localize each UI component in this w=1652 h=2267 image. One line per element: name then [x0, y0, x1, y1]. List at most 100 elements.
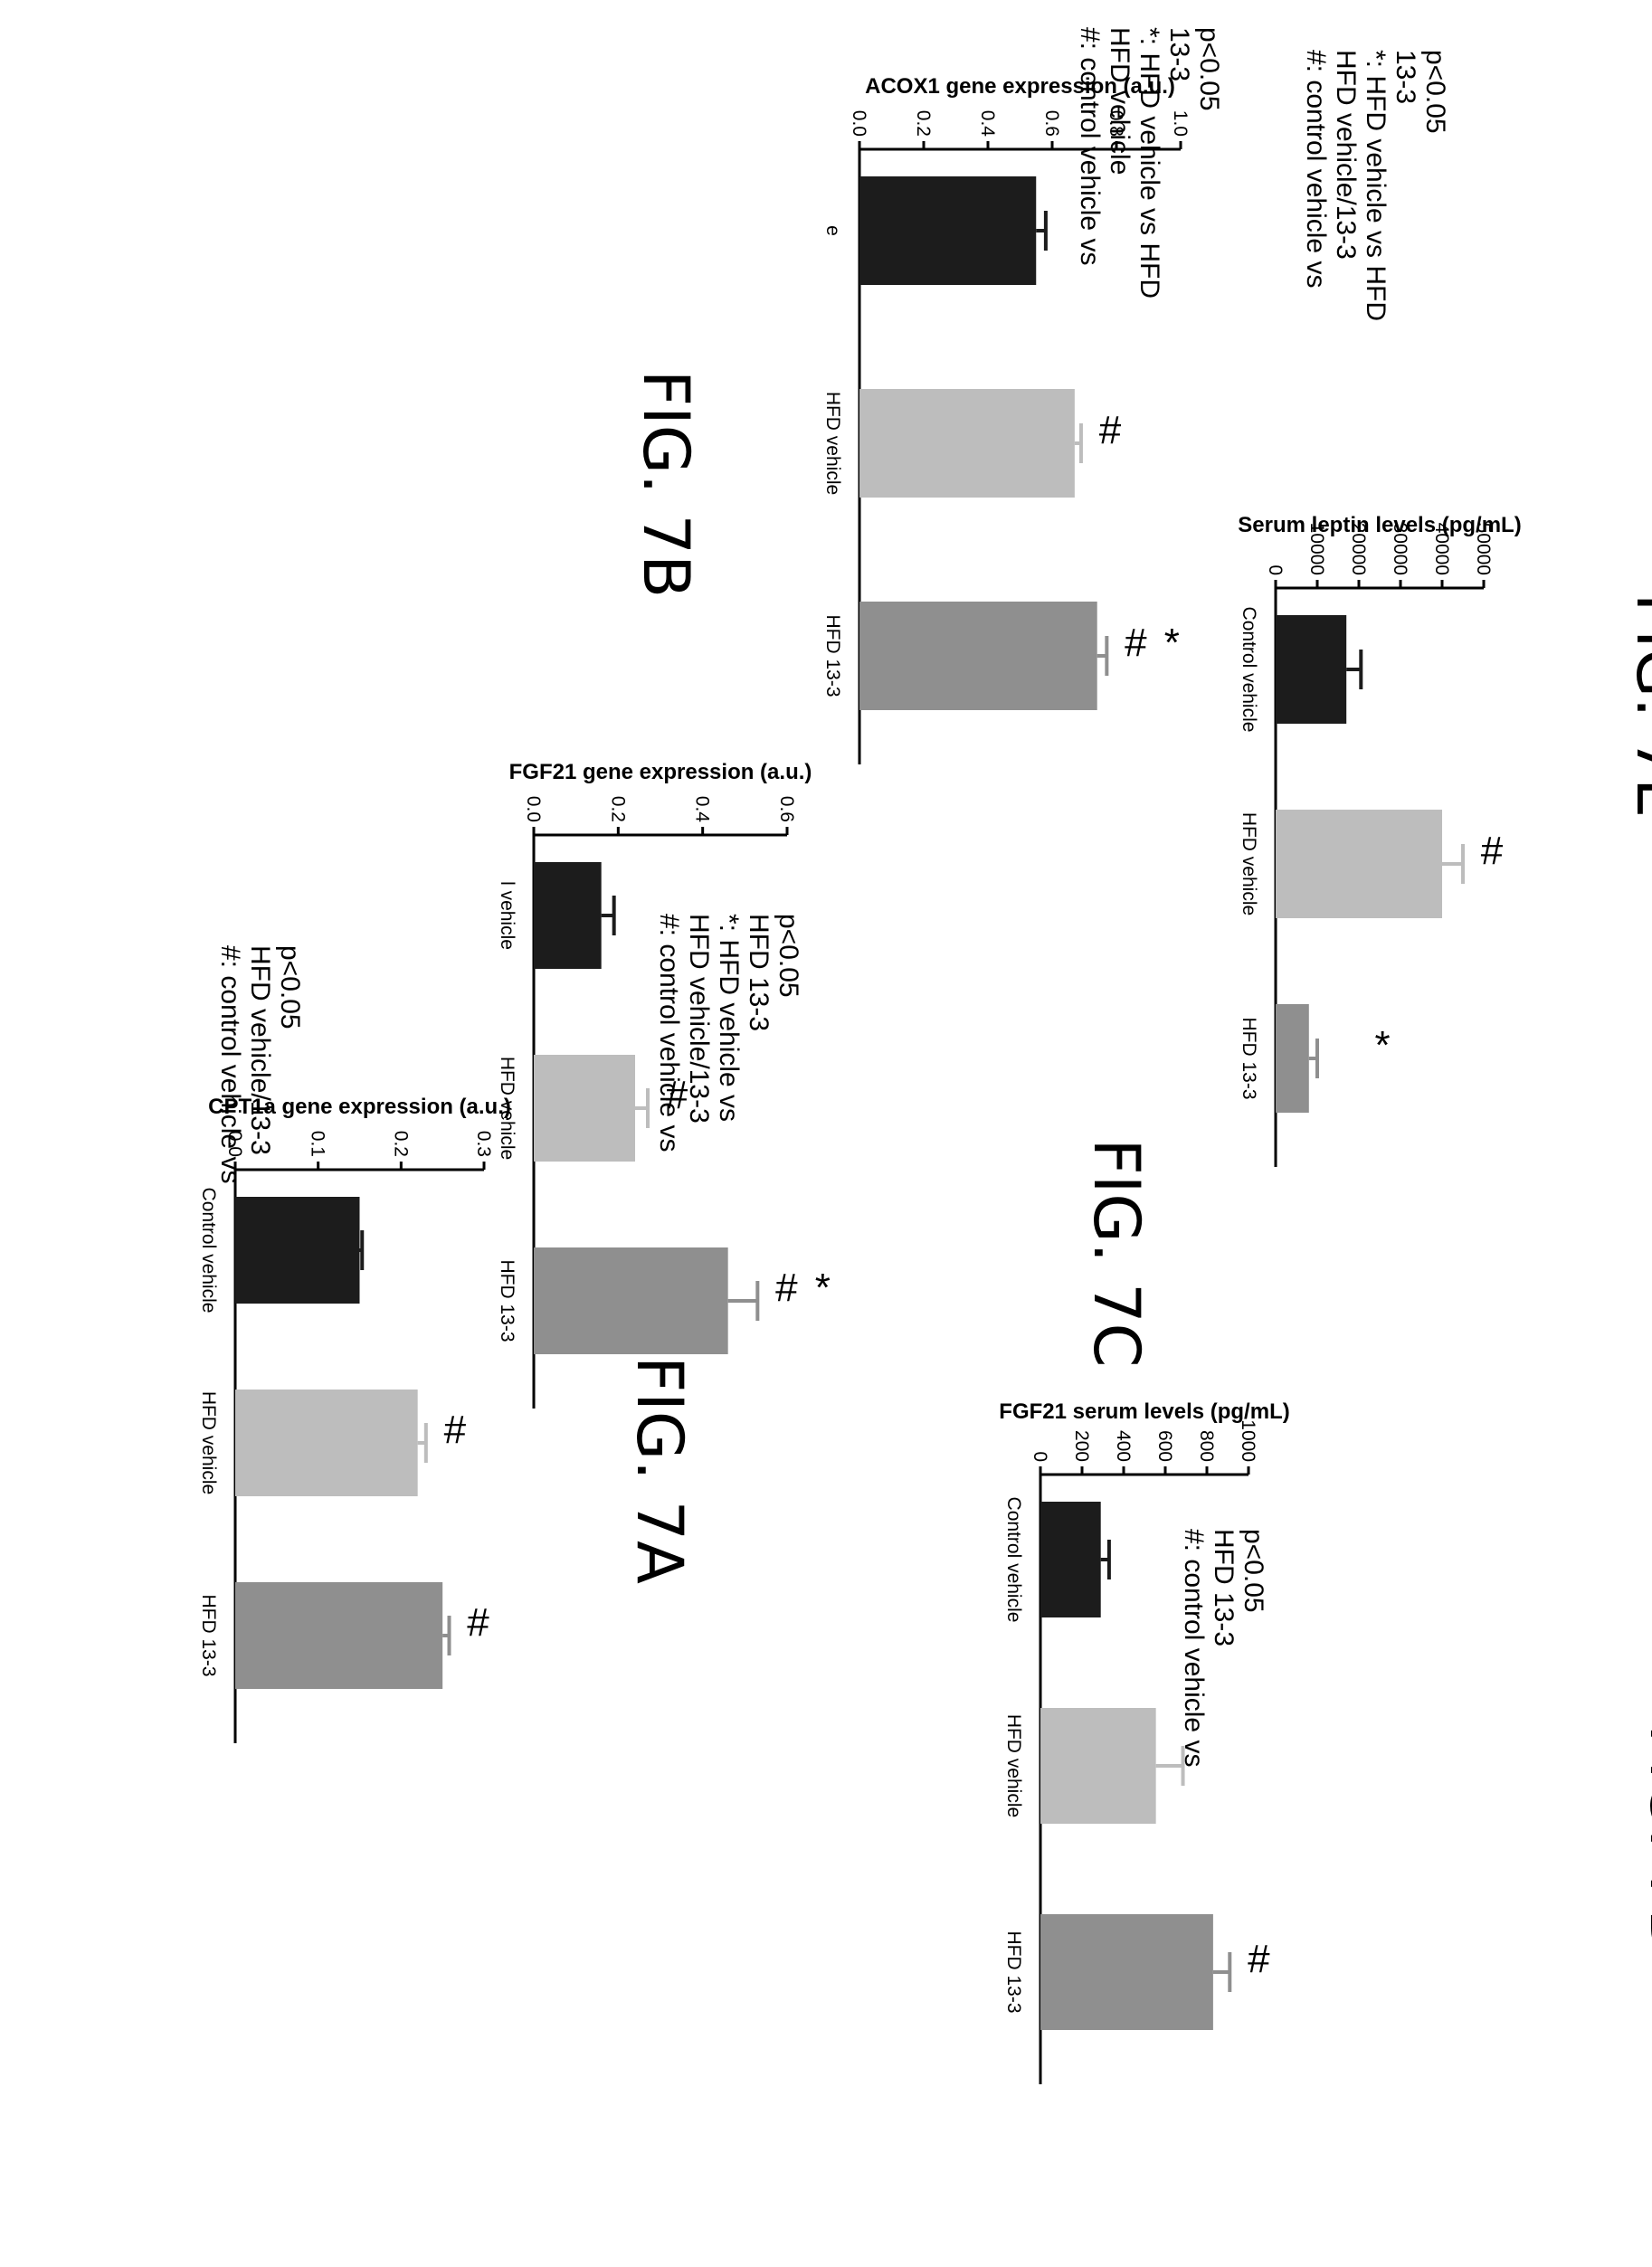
annotation-7a: #: control vehicle vs HFD vehicle/13-3 p<0…: [215, 945, 305, 1183]
y-tick-label: 200: [1071, 1430, 1092, 1462]
category-label: HFD vehicle: [1003, 1714, 1024, 1817]
hash-marker: #: [444, 1408, 467, 1452]
bar-1: [1040, 1502, 1101, 1617]
category-label: HFD 13-3: [198, 1594, 219, 1676]
hash-marker: #: [1099, 408, 1122, 452]
bar-3: [534, 1247, 728, 1354]
star-marker: *: [1164, 621, 1180, 665]
annotation-line: HFD vehicle/13-3: [1331, 50, 1361, 260]
figure-label-7d: FIG. 7D: [1636, 1724, 1652, 1958]
hash-marker: #: [775, 1266, 798, 1310]
y-tick-label: 600: [1154, 1430, 1175, 1462]
category-label: HFD 13-3: [497, 1259, 517, 1342]
annotation-line: p<0.05: [1194, 27, 1224, 111]
y-tick-label: 1.0: [1170, 110, 1191, 137]
annotation-line: *: HFD vehicle vs HFD: [1361, 50, 1391, 321]
hash-marker: #: [467, 1600, 489, 1645]
bar-2: [859, 389, 1075, 498]
category-label: HFD vehicle: [497, 1057, 517, 1160]
category-label: Control vehicle: [1239, 607, 1259, 733]
y-tick-label: 0.3: [473, 1131, 494, 1157]
y-tick-label: 0.4: [692, 796, 713, 823]
y-axis-label: FGF21 gene expression (a.u.): [509, 760, 812, 784]
y-tick-label: 0: [1265, 564, 1286, 575]
y-tick-label: 0.1: [308, 1131, 328, 1157]
bar-1: [534, 862, 602, 969]
annotation-line: HFD 13-3: [1209, 1529, 1239, 1646]
y-tick-label: 0.0: [849, 110, 869, 137]
y-axis-label: CPT1a gene expression (a.u.): [208, 1095, 511, 1119]
figure-label-7a: FIG. 7A: [622, 1356, 697, 1584]
annotation-line: HFD vehicle/13-3: [245, 945, 275, 1155]
star-marker: *: [815, 1266, 831, 1310]
annotation-line: *: HFD vehicle vs: [714, 914, 744, 1122]
category-label: HFD vehicle: [1239, 812, 1259, 915]
y-tick-label: 0.4: [977, 110, 998, 138]
category-label: Control vehicle: [198, 1188, 219, 1314]
star-marker: *: [1374, 1023, 1390, 1067]
category-label: l vehicle: [497, 881, 517, 950]
category-label: HFD 13-3: [1003, 1930, 1024, 2013]
annotation-line: #: control vehicle vs: [215, 945, 245, 1183]
category-label: HFD 13-3: [1239, 1017, 1259, 1099]
y-tick-label: 30000: [1390, 523, 1410, 575]
bar-3: [235, 1582, 443, 1689]
annotation-line: #: control vehicle vs: [1301, 50, 1331, 288]
bar-1: [859, 176, 1037, 285]
y-axis-label: FGF21 serum levels (pg/mL): [999, 1399, 1289, 1424]
annotation-line: #: control vehicle vs: [1075, 27, 1105, 265]
category-label: HFD vehicle: [198, 1391, 219, 1494]
annotation-7d: #: control vehicle vs HFD 13-3 p<0.05: [1179, 1529, 1268, 1767]
y-tick-label: 400: [1113, 1430, 1134, 1462]
annotation-line: p<0.05: [275, 945, 305, 1029]
y-tick-label: 0.2: [607, 796, 628, 822]
chart-7c: 0.0 0.2 0.4 0.6 FGF21 gene expression (a.u.)…: [497, 760, 831, 1409]
bar-1: [235, 1197, 360, 1304]
bar-3: [859, 602, 1097, 710]
y-axis-label: Serum leptin levels (pg/mL): [1238, 513, 1521, 537]
category-label: Control vehicle: [1003, 1497, 1024, 1623]
figure-label-7c: FIG. 7C: [1079, 1138, 1154, 1367]
y-axis-label: ACOX1 gene expression (a.u.): [865, 74, 1175, 99]
annotation-line: 13-3: [1391, 50, 1420, 104]
figure-label-7e: FIG. 7E: [1622, 593, 1652, 818]
annotation-line: #: control vehicle vs: [654, 914, 684, 1152]
annotation-line: p<0.05: [1239, 1529, 1268, 1613]
annotation-line: *: HFD vehicle vs HFD: [1135, 27, 1164, 299]
y-tick-label: 0.0: [523, 796, 544, 822]
annotation-line: p<0.05: [1420, 50, 1450, 134]
chart-7a: 0.0 0.1 0.2 0.3 CPT1a gene expression (a.u.)…: [198, 1095, 511, 1743]
category-label: HFD vehicle: [822, 392, 843, 495]
bar-3: [1040, 1914, 1213, 2030]
annotation-line: HFD vehicle: [1105, 27, 1135, 175]
y-tick-label: 0.8: [1106, 110, 1126, 137]
annotation-line: 13-3: [1164, 27, 1194, 81]
bar-2: [534, 1055, 635, 1162]
y-tick-label: 50000: [1473, 523, 1494, 575]
bar-2: [235, 1390, 418, 1496]
bar-1: [1276, 615, 1347, 724]
bar-2: [1040, 1708, 1156, 1824]
annotation-7b: #: control vehicle vs HFD vehicle/13-3 *: …: [1301, 50, 1450, 321]
y-tick-label: 0.6: [776, 796, 797, 822]
category-label: HFD 13-3: [822, 614, 843, 697]
bar-3: [1276, 1004, 1309, 1113]
chart-7b: 0.0 0.2 0.4 0.6 0.8 1.0 ACOX1 gene expression …: [822, 74, 1191, 764]
y-tick-label: 10000: [1306, 523, 1327, 575]
category-label: e: [822, 225, 843, 236]
y-tick-label: 800: [1196, 1430, 1217, 1462]
hash-marker: #: [1125, 621, 1147, 665]
hash-marker: #: [1248, 1937, 1270, 1981]
y-tick-label: 0.2: [390, 1131, 411, 1157]
y-tick-label: 40000: [1431, 523, 1452, 575]
annotation-line: p<0.05: [774, 914, 803, 998]
bar-2: [1276, 810, 1442, 918]
y-tick-label: 0.6: [1041, 110, 1062, 137]
hash-marker: #: [1481, 829, 1504, 873]
figure-label-7b: FIG. 7B: [629, 370, 703, 598]
annotation-line: HFD vehicle/13-3: [684, 914, 714, 1124]
y-tick-label: 20000: [1348, 523, 1369, 575]
annotation-7c: #: control vehicle vs HFD vehicle/13-3 *: …: [654, 914, 803, 1152]
